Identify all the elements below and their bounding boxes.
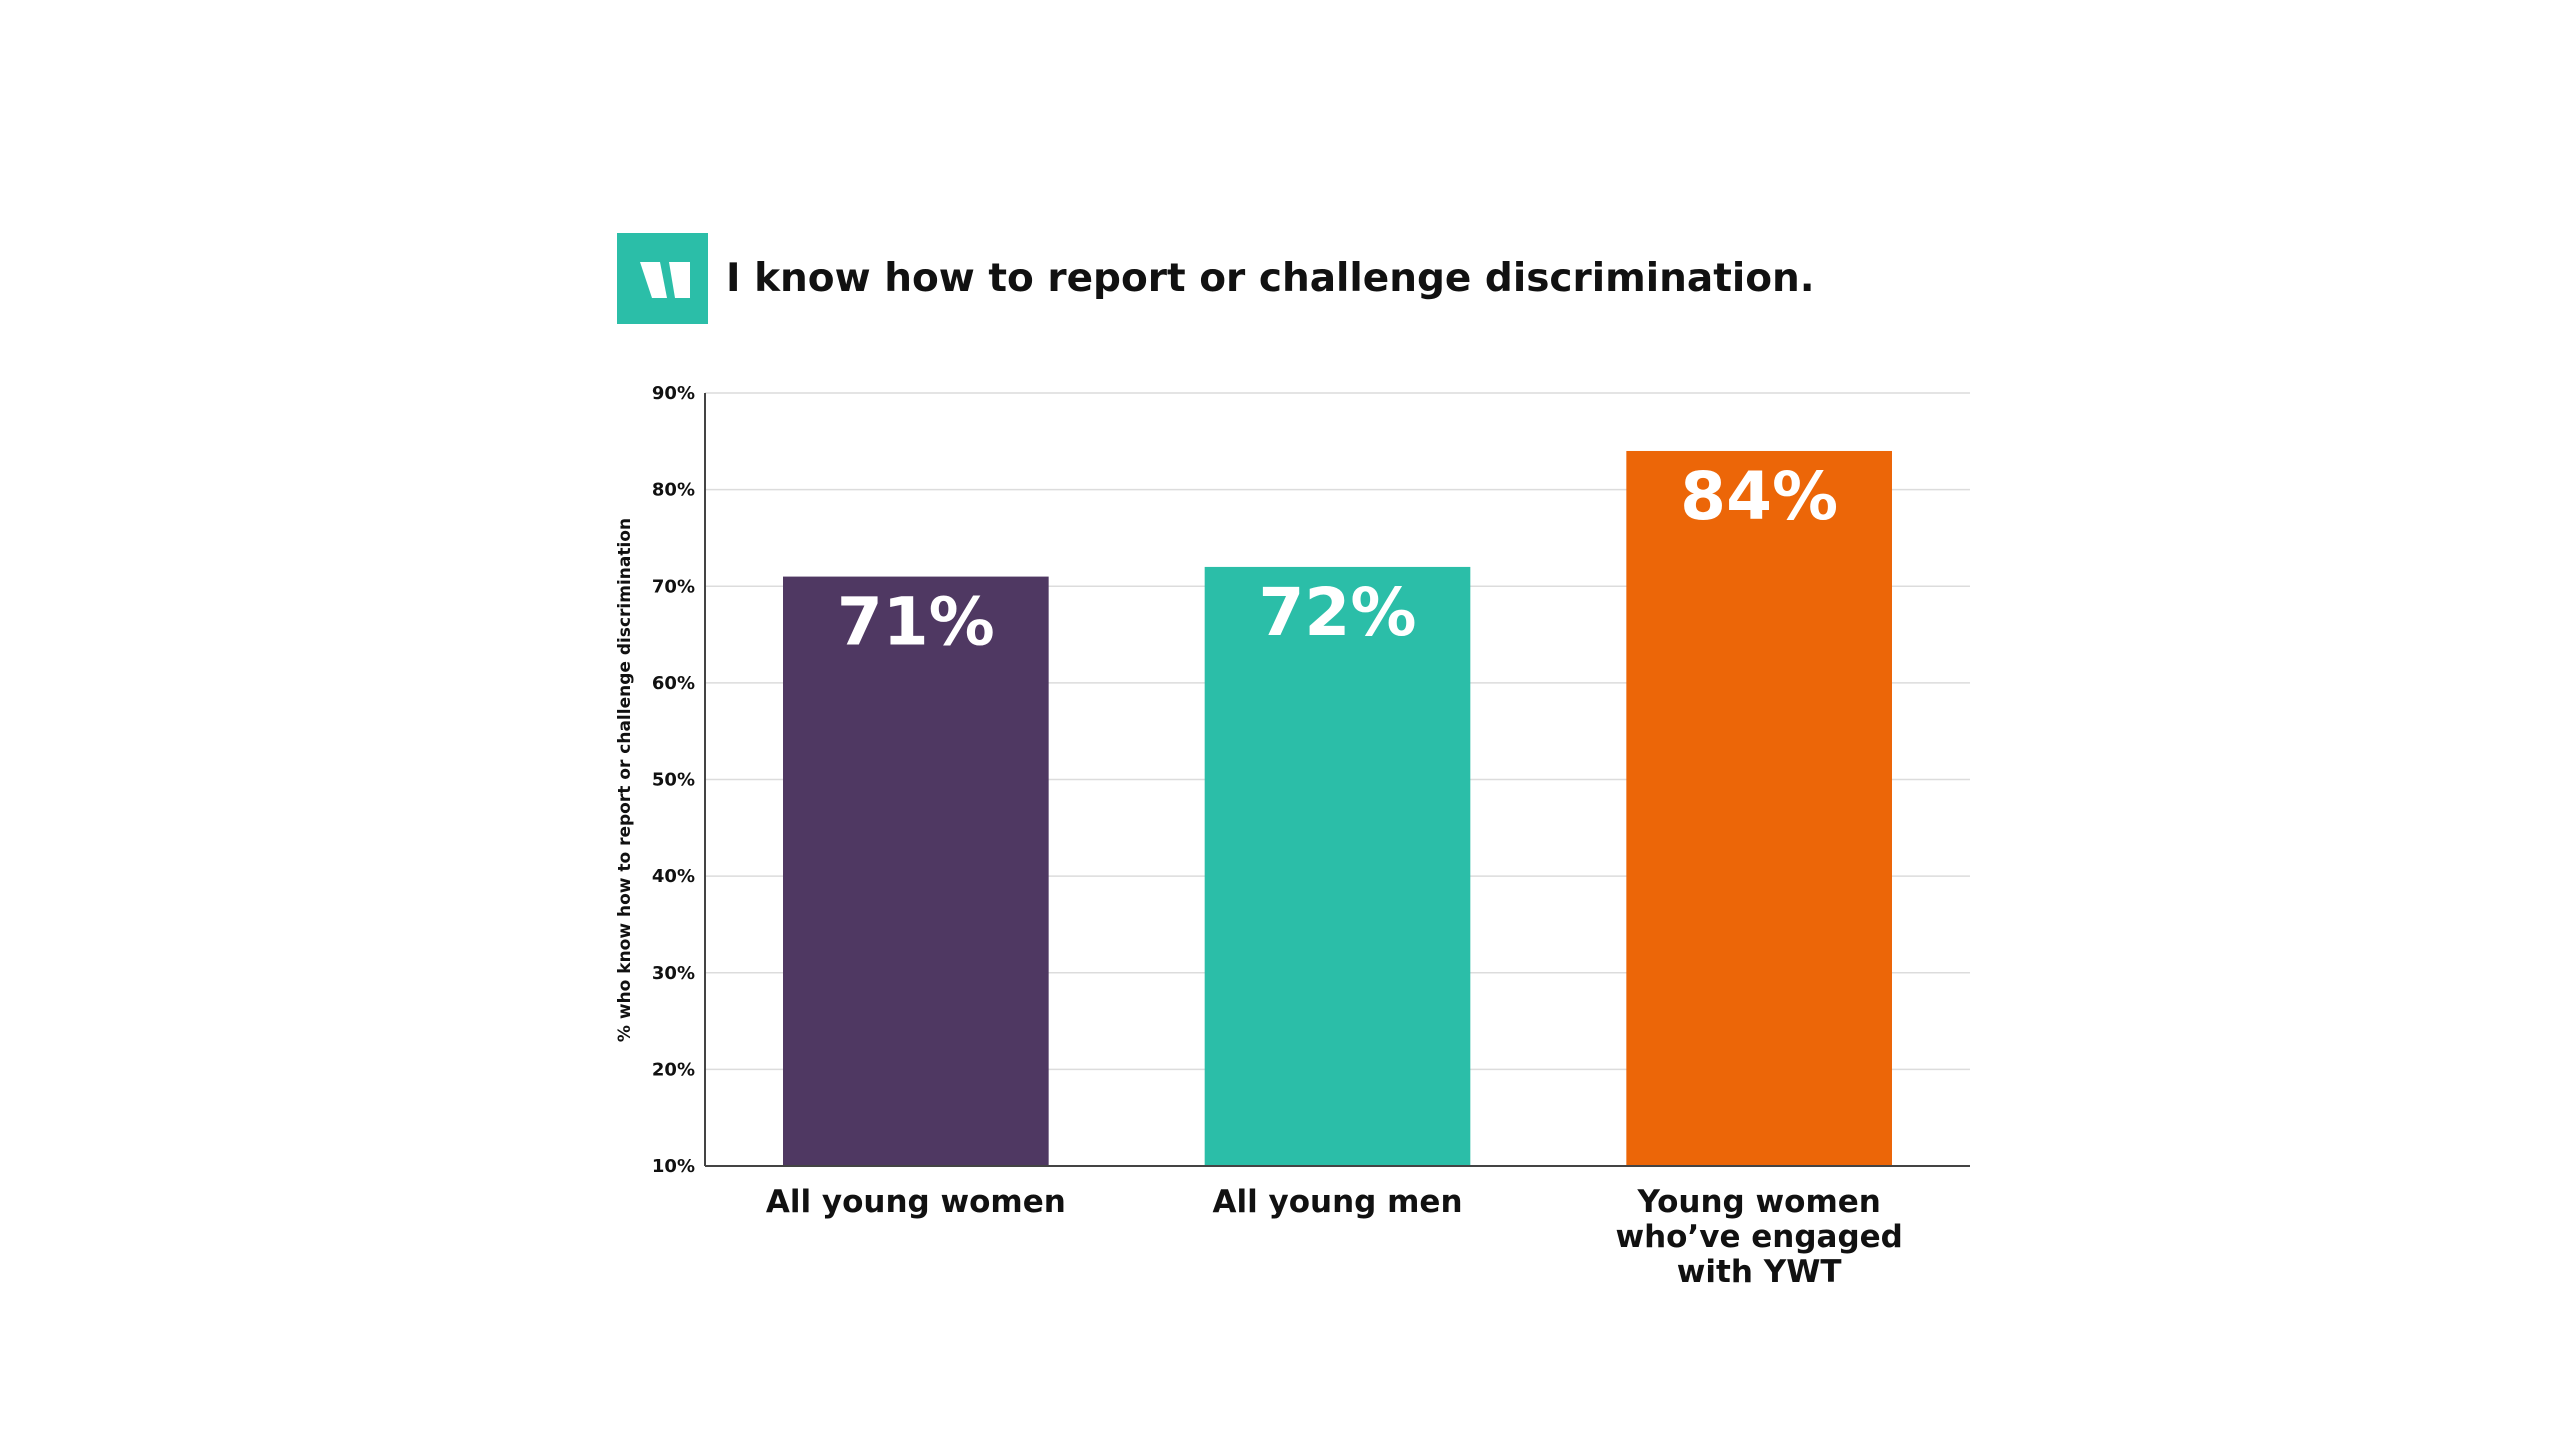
y-tick-label: 90% <box>652 383 695 404</box>
bar <box>1626 450 1892 1167</box>
x-axis-labels: All young women All young men Young womenw… <box>766 1184 1903 1290</box>
logo <box>617 233 708 324</box>
y-tick-label: 40% <box>652 866 695 887</box>
y-tick-label: 50% <box>652 770 695 791</box>
y-axis-label: % who know how to report or challenge di… <box>615 518 635 1042</box>
y-tick-label: 70% <box>652 576 695 597</box>
chart-title: I know how to report or challenge discri… <box>726 256 1815 301</box>
bar <box>1204 566 1471 1166</box>
x-tick-label: Young women <box>1636 1184 1880 1220</box>
data-label: 72% <box>1259 574 1417 651</box>
x-tick-label: with YWT <box>1677 1254 1842 1290</box>
y-tick-label: 80% <box>652 480 695 501</box>
y-tick-label: 20% <box>652 1059 695 1080</box>
quote-mark-icon <box>640 262 690 298</box>
x-tick-label: who’ve engaged <box>1615 1219 1902 1255</box>
y-tick-label: 10% <box>652 1156 695 1177</box>
y-axis-ticks: 10% 20% 30% 40% 50% 60% 70% 80% 90% <box>652 383 695 1177</box>
x-tick-label: All young women <box>766 1184 1066 1220</box>
bars: 71% 72% 84% <box>783 450 1892 1167</box>
data-label: 71% <box>837 584 995 661</box>
y-tick-label: 60% <box>652 673 695 694</box>
data-label: 84% <box>1680 458 1838 535</box>
y-tick-label: 30% <box>652 963 695 984</box>
bar <box>783 576 1049 1166</box>
axes <box>704 393 1970 1167</box>
x-tick-label: All young men <box>1212 1184 1462 1220</box>
